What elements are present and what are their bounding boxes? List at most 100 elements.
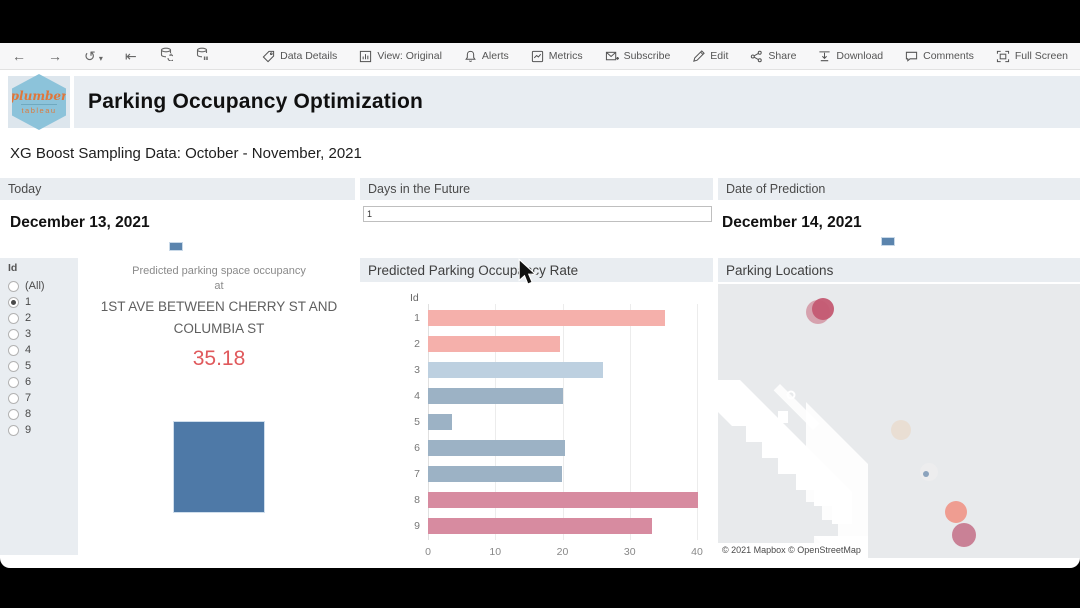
chart-category-label: 8: [414, 494, 420, 506]
chart-bar-row: 9: [360, 518, 713, 534]
back-arrow-icon[interactable]: ←: [12, 48, 26, 64]
speech-bubble-icon: [906, 51, 918, 62]
radio-option-label: (All): [25, 280, 45, 292]
toolbar-item-label: Edit: [710, 50, 729, 62]
share-button[interactable]: Share: [750, 50, 796, 63]
revert-icon[interactable]: ⇤: [124, 48, 137, 64]
kpi-value: 35.18: [192, 347, 246, 371]
metrics-icon: [531, 50, 543, 62]
radio-option-label: 4: [25, 344, 32, 356]
redo-icon[interactable]: ↺ ▾: [84, 48, 103, 64]
tableau-toolbar: ← → ↺ ▾ ⇤ Data Details: [0, 43, 1080, 70]
browser-content: ← → ↺ ▾ ⇤ Data Details: [0, 43, 1080, 568]
metrics-button[interactable]: Metrics: [531, 50, 583, 63]
data-details-button[interactable]: Data Details: [262, 50, 337, 63]
map-location-dot[interactable]: [923, 471, 929, 477]
map-block-shape: [778, 411, 788, 423]
edit-button[interactable]: Edit: [692, 49, 729, 63]
download-button[interactable]: Download: [818, 50, 883, 63]
download-icon: [819, 50, 831, 61]
share-nodes-icon: [751, 50, 763, 62]
map-location-dot[interactable]: [952, 523, 976, 547]
kpi-location: 1ST AVE BETWEEN CHERRY ST AND COLUMBIA S…: [100, 299, 338, 336]
map-canvas[interactable]: © 2021 Mapbox © OpenStreetMap: [718, 284, 1080, 558]
id-radio-option[interactable]: 2: [8, 310, 78, 326]
chart-bar[interactable]: [428, 336, 560, 352]
chart-bar-row: 2: [360, 336, 713, 352]
radio-icon: [8, 296, 19, 308]
chart-bar[interactable]: [428, 492, 698, 508]
id-radio-option[interactable]: 5: [8, 358, 78, 374]
chart-category-label: 3: [414, 364, 420, 376]
dashboard-subtitle: XG Boost Sampling Data: October - Novemb…: [10, 145, 362, 162]
toolbar-item-label: Data Details: [280, 50, 338, 62]
toolbar-item-label: Metrics: [548, 50, 583, 62]
radio-icon: [8, 376, 19, 388]
map-location-dot[interactable]: [920, 463, 938, 481]
logo-tile: plumber tableau: [8, 74, 70, 130]
map-location-dot[interactable]: [891, 420, 911, 440]
chart-bar[interactable]: [428, 466, 562, 482]
id-radio-option[interactable]: 1: [8, 294, 78, 310]
chart-gridline: [697, 304, 698, 540]
chart-x-tick-label: 10: [489, 546, 502, 558]
chart-bar-row: 5: [360, 414, 713, 430]
radio-option-label: 3: [25, 328, 32, 340]
toolbar-item-label: Full Screen: [1014, 50, 1068, 62]
plumber-tableau-logo: plumber tableau: [12, 74, 66, 130]
chart-bar[interactable]: [428, 440, 566, 456]
refresh-data-icon[interactable]: [159, 47, 175, 66]
toolbar-item-label: View: Original: [377, 50, 442, 62]
map-location-dot[interactable]: [945, 501, 967, 523]
radio-option-label: 1: [25, 296, 32, 308]
comments-button[interactable]: Comments: [905, 50, 974, 63]
pause-updates-icon[interactable]: [195, 47, 209, 66]
id-radio-option[interactable]: (All): [8, 278, 78, 294]
radio-icon: [8, 408, 19, 420]
forward-arrow-icon[interactable]: →: [48, 48, 62, 64]
id-radio-option[interactable]: 3: [8, 326, 78, 342]
view-original-button[interactable]: View: Original: [359, 50, 442, 63]
fullscreen-icon: [996, 50, 1009, 62]
map-location-dot[interactable]: [812, 298, 834, 320]
subscribe-button[interactable]: Subscribe: [605, 50, 670, 63]
chart-bar[interactable]: [428, 414, 452, 430]
map-graphics: [718, 284, 1080, 558]
id-radio-option[interactable]: 7: [8, 390, 78, 406]
radio-option-label: 7: [25, 392, 32, 404]
chart-gridline: [562, 304, 564, 540]
chart-bar-row: 3: [360, 362, 713, 378]
full-screen-button[interactable]: Full Screen: [996, 50, 1068, 63]
id-filter-panel: Id (All) 1 2 3 4 5 6 7 8 9: [0, 258, 78, 555]
days-in-future-input[interactable]: [363, 206, 712, 222]
chart-bar-row: 7: [360, 466, 713, 482]
toolbar-item-label: Download: [836, 50, 884, 62]
map-attribution: © 2021 Mapbox © OpenStreetMap: [718, 543, 867, 558]
id-radio-option[interactable]: 4: [8, 342, 78, 358]
logo-text-tableau: tableau: [21, 103, 57, 115]
alerts-button[interactable]: Alerts: [464, 50, 509, 63]
id-radio-option[interactable]: 9: [8, 422, 78, 438]
chart-bar[interactable]: [428, 518, 652, 534]
chart-bar-row: 6: [360, 440, 713, 456]
map-street-shape: [806, 402, 868, 558]
chart-bar[interactable]: [428, 362, 603, 378]
kpi-square-mark[interactable]: [174, 422, 264, 512]
radio-icon: [8, 392, 19, 404]
toolbar-item-label: Share: [768, 50, 797, 62]
chart-bar-row: 1: [360, 310, 713, 326]
id-radio-option[interactable]: 8: [8, 406, 78, 422]
chart-x-tick-label: 30: [623, 546, 636, 558]
radio-option-label: 6: [25, 376, 32, 388]
chart-x-tick-label: 20: [556, 546, 569, 558]
map-dot-layer: [806, 298, 976, 547]
date-of-prediction-panel-header: Date of Prediction: [718, 178, 1080, 200]
chart-x-tick-label: 40: [691, 546, 703, 558]
toolbar-item-label: Alerts: [481, 50, 509, 62]
page-title: Parking Occupancy Optimization: [88, 90, 424, 113]
id-radio-option[interactable]: 6: [8, 374, 78, 390]
occupancy-rate-chart: Predicted Parking Occupancy Rate Id 0 10 2…: [360, 258, 713, 568]
chart-bar[interactable]: [428, 388, 564, 404]
chart-bar[interactable]: [428, 310, 665, 326]
